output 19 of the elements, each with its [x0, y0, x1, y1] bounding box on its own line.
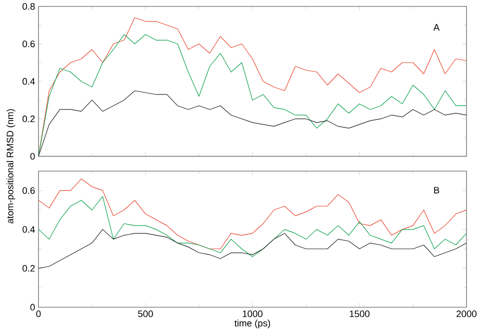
- y-tick-label: 0.6: [22, 187, 35, 194]
- y-tick-label: 0.2: [22, 265, 35, 272]
- y-tick-label: 0.2: [22, 116, 35, 122]
- x-tick-label: 1000: [242, 310, 262, 318]
- x-tick-label: 1500: [350, 310, 370, 318]
- y-tick-label: 0.8: [22, 3, 35, 10]
- annotation: A: [433, 24, 440, 31]
- y-tick-label: 0.4: [22, 78, 35, 85]
- annotation: B: [434, 187, 440, 194]
- y-tick-label: 0.4: [22, 226, 35, 233]
- y-tick-label: 0.6: [22, 40, 35, 48]
- line-series: [38, 196, 466, 258]
- y-tick-label: 0: [30, 304, 35, 311]
- x-axis-title: time (ps): [234, 320, 270, 328]
- x-tick-label: 500: [138, 310, 153, 318]
- y-axis-title: atom-positional RMSD (nm): [6, 109, 16, 224]
- x-tick-label: 0: [36, 310, 41, 318]
- y-tick-label: 0: [30, 153, 35, 160]
- x-tick-label: 2000: [456, 310, 477, 318]
